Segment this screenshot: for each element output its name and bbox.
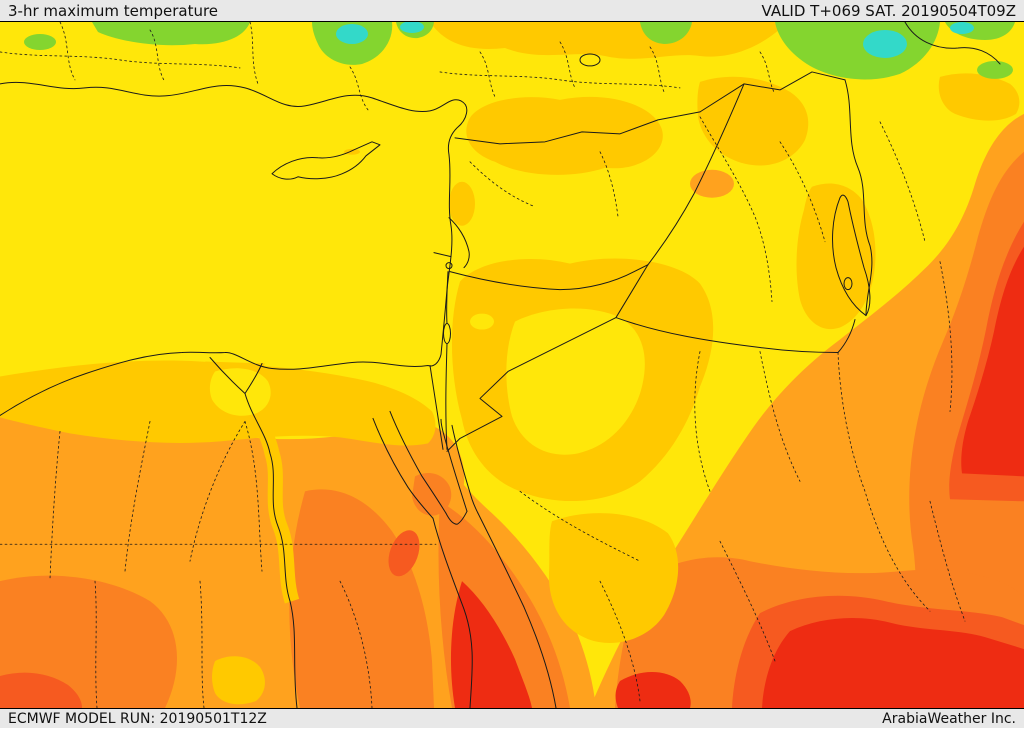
header-bar: 3-hr maximum temperature VALID T+069 SAT… — [0, 0, 1024, 22]
egypt-israel-border — [429, 364, 444, 450]
gulf-of-suez-west-shore — [372, 417, 434, 519]
cyan-cold-cores — [336, 22, 974, 58]
map-title: 3-hr maximum temperature — [8, 1, 219, 20]
nile-delta-branches — [209, 357, 263, 394]
nile-river — [244, 392, 298, 708]
sinai-south-tip — [445, 510, 468, 525]
temperature-map — [0, 22, 1024, 708]
jordan-river-arava-border — [445, 271, 449, 450]
footer-bar: ECMWF MODEL RUN: 20190501T12Z ArabiaWeat… — [0, 708, 1024, 728]
caucasus-border — [904, 22, 1001, 65]
iraq-iran-border — [844, 79, 873, 317]
temperature-map-canvas — [0, 22, 1024, 708]
country-borders — [429, 22, 1001, 452]
jordan-iraq-border — [615, 264, 649, 319]
lebanon-syria-border — [448, 217, 470, 269]
red-sea-east-shore — [477, 512, 557, 708]
anatolian-lake — [579, 53, 601, 67]
coastlines — [0, 53, 871, 708]
turkey-syria-border — [454, 111, 701, 145]
gulf-of-aqaba-east-shore — [451, 424, 479, 514]
syria-iraq-border — [647, 83, 745, 266]
persian-gulf-coastline — [832, 194, 871, 317]
sea-of-galilee — [445, 262, 453, 270]
syria-jordan-border — [449, 264, 649, 291]
red-sea-west-shore — [432, 517, 473, 708]
valid-time-label: VALID T+069 SAT. 20190504T09Z — [761, 1, 1016, 20]
jordan-saudi-border — [446, 317, 617, 452]
turkey-iraq-border — [699, 71, 846, 113]
gulf-of-suez-east-shore — [389, 410, 447, 514]
model-run-label: ECMWF MODEL RUN: 20190501T12Z — [8, 710, 267, 727]
israel-lebanon-border — [433, 252, 452, 258]
gulf-island — [843, 277, 853, 291]
gulf-of-aqaba-west-shore — [440, 418, 468, 512]
boundary-lines — [0, 22, 1001, 708]
brand-label: ArabiaWeather Inc. — [882, 710, 1016, 727]
kuwait-border — [837, 319, 856, 354]
admin-boundaries — [0, 22, 966, 708]
gold-temperature-band — [0, 22, 1020, 705]
cyprus-coastline — [271, 141, 381, 180]
saudi-iraq-border — [615, 317, 839, 354]
yellow-pockets — [209, 308, 645, 455]
red-temperature-band — [450, 246, 1024, 708]
